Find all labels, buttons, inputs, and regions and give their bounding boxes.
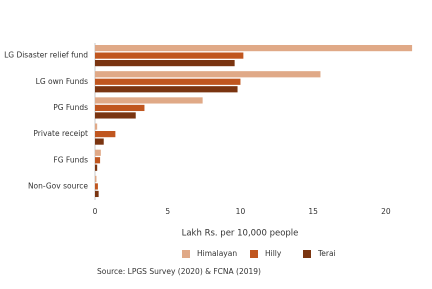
x-tick-label: 5 xyxy=(165,207,170,216)
x-axis-label: Lakh Rs. per 10,000 people xyxy=(182,229,299,239)
legend-swatch xyxy=(303,250,311,258)
bar xyxy=(95,123,98,130)
bar xyxy=(95,190,99,198)
y-tick-label: PG Funds xyxy=(53,103,88,112)
legend-label: Himalayan xyxy=(197,249,237,258)
legend-label: Terai xyxy=(317,249,336,258)
bar xyxy=(95,175,97,183)
source: Source: LPGS Survey (2020) & FCNA (2019) xyxy=(97,267,261,276)
y-tick-label: LG Disaster relief fund xyxy=(4,51,88,60)
bar xyxy=(95,149,101,156)
y-tick-label: Non-Gov source xyxy=(28,181,88,190)
bar xyxy=(95,71,321,78)
bar xyxy=(95,86,238,93)
bar xyxy=(95,164,98,171)
bar xyxy=(95,104,145,112)
x-tick-label: 0 xyxy=(93,207,98,216)
bar xyxy=(95,131,116,138)
x-tick-label: 20 xyxy=(381,207,391,216)
bar xyxy=(95,97,203,104)
legend-label: Hilly xyxy=(265,249,282,258)
bar xyxy=(95,138,104,145)
bar xyxy=(95,78,241,85)
bar xyxy=(95,45,413,52)
bar xyxy=(95,112,136,119)
legend-swatch xyxy=(250,250,258,258)
x-tick-label: 10 xyxy=(236,207,246,216)
y-tick-label: FG Funds xyxy=(53,155,88,164)
y-tick-label: Private receipt xyxy=(33,129,88,138)
bar xyxy=(95,60,235,67)
y-tick-label: LG own Funds xyxy=(36,77,88,86)
x-tick-label: 15 xyxy=(308,207,318,216)
bar xyxy=(95,52,244,59)
bar xyxy=(95,157,101,164)
bar xyxy=(95,183,98,190)
legend-swatch xyxy=(182,250,190,258)
